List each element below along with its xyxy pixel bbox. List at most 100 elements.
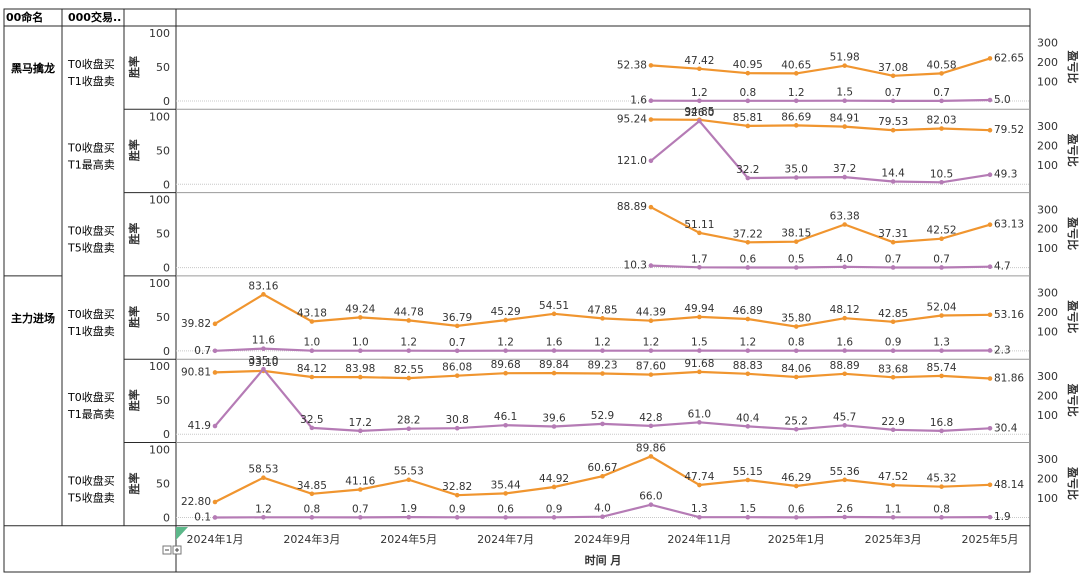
collapse-button[interactable] xyxy=(162,545,172,555)
profit-ratio-point xyxy=(890,98,896,104)
profit-ratio-data-label: 22.9 xyxy=(881,416,904,428)
profit-ratio-data-label: 1.3 xyxy=(933,337,950,349)
profit-ratio-point xyxy=(939,179,944,185)
strategy-label: T1收盘卖 xyxy=(67,324,115,338)
profit-ratio-point xyxy=(939,98,944,104)
profit-ratio-point xyxy=(987,264,993,269)
win-rate-point xyxy=(939,126,944,131)
win-rate-point xyxy=(358,315,363,320)
profit-ratio-data-label: 0.5 xyxy=(788,254,805,266)
profit-ratio-point xyxy=(939,515,944,520)
profit-ratio-data-label: 335.0 xyxy=(248,355,278,367)
strategy-label: T5收盘卖 xyxy=(67,241,115,255)
profit-ratio-point xyxy=(406,426,412,432)
win-rate-point xyxy=(406,375,412,381)
win-rate-data-label: 46.89 xyxy=(733,305,763,317)
profit-ratio-data-label: 32.2 xyxy=(736,164,759,176)
profit-ratio-point xyxy=(648,423,654,429)
group-label: 主力进场 xyxy=(11,311,55,325)
profit-ratio-point xyxy=(358,348,363,354)
win-rate-data-label: 52.38 xyxy=(617,59,647,71)
win-rate-data-label: 46.29 xyxy=(781,472,811,484)
win-rate-point xyxy=(551,370,557,376)
win-rate-data-label: 36.79 xyxy=(442,312,472,324)
right-axis-title: 盈亏比 xyxy=(1066,216,1080,250)
win-rate-data-label: 35.80 xyxy=(781,313,811,325)
strategy-label: T0收盘买 xyxy=(67,224,115,238)
profit-ratio-point xyxy=(745,514,751,520)
left-tick-label: 100 xyxy=(149,444,170,457)
profit-ratio-data-label: 25.2 xyxy=(785,415,808,427)
win-rate-data-label: 32.82 xyxy=(442,481,472,493)
win-rate-data-label: 89.86 xyxy=(636,442,666,454)
strategy-label: T0收盘买 xyxy=(67,57,115,71)
win-rate-data-label: 52.04 xyxy=(927,302,957,314)
win-rate-point xyxy=(697,66,702,72)
profit-ratio-point xyxy=(261,366,266,372)
win-rate-point xyxy=(358,374,363,380)
profit-ratio-point xyxy=(939,265,944,270)
expand-button[interactable] xyxy=(172,545,182,555)
win-rate-point xyxy=(842,63,847,68)
profit-ratio-data-label: 14.4 xyxy=(881,168,905,180)
win-rate-point xyxy=(697,314,702,320)
profit-ratio-point xyxy=(793,427,799,432)
win-rate-point xyxy=(261,475,266,480)
right-tick-label: 100 xyxy=(1037,409,1058,422)
win-rate-point xyxy=(648,117,654,122)
x-tick-label: 2025年3月 xyxy=(865,532,922,546)
win-rate-point xyxy=(212,499,218,505)
profit-ratio-point xyxy=(212,348,218,354)
win-rate-data-label: 90.81 xyxy=(181,366,211,378)
profit-ratio-data-label: 0.9 xyxy=(449,503,466,515)
profit-ratio-point xyxy=(745,175,751,181)
left-axis-title: 胜率 xyxy=(127,139,141,162)
left-tick-label: 50 xyxy=(156,144,170,157)
win-rate-data-label: 22.80 xyxy=(181,496,211,508)
profit-ratio-data-label: 1.5 xyxy=(739,503,756,515)
profit-ratio-data-label: 35.0 xyxy=(785,164,808,176)
win-rate-point xyxy=(987,376,993,381)
profit-ratio-data-label: 1.6 xyxy=(630,95,647,107)
profit-ratio-data-label: 41.9 xyxy=(188,420,211,432)
profit-ratio-data-label: 42.8 xyxy=(639,412,662,424)
win-rate-data-label: 88.89 xyxy=(617,201,647,213)
win-rate-data-label: 51.11 xyxy=(684,219,714,231)
win-rate-point xyxy=(890,319,896,325)
win-rate-data-label: 47.52 xyxy=(878,471,908,483)
profit-ratio-point xyxy=(503,348,508,353)
win-rate-point xyxy=(406,318,412,323)
win-rate-data-label: 83.98 xyxy=(345,363,375,375)
profit-ratio-point xyxy=(842,264,847,270)
profit-ratio-point xyxy=(697,348,702,353)
profit-ratio-data-label: 0.7 xyxy=(352,503,369,515)
win-rate-data-label: 40.65 xyxy=(781,59,811,71)
profit-ratio-point xyxy=(793,98,799,104)
win-rate-point xyxy=(648,318,654,324)
win-rate-point xyxy=(890,73,896,79)
right-tick-label: 300 xyxy=(1037,370,1058,383)
profit-ratio-data-label: 5.0 xyxy=(994,94,1011,106)
right-tick-label: 100 xyxy=(1037,242,1058,255)
left-tick-label: 0 xyxy=(163,95,170,108)
win-rate-point xyxy=(745,70,751,76)
win-rate-data-label: 35.44 xyxy=(491,479,521,491)
left-tick-label: 0 xyxy=(163,262,170,275)
win-rate-data-label: 88.89 xyxy=(830,360,860,372)
win-rate-data-label: 62.65 xyxy=(994,52,1024,64)
x-tick-label: 2024年9月 xyxy=(574,532,631,546)
win-rate-point xyxy=(551,311,557,317)
win-rate-data-label: 37.22 xyxy=(733,228,763,240)
win-rate-data-label: 48.12 xyxy=(830,304,860,316)
profit-ratio-point xyxy=(648,158,654,164)
header-name: 00命名 xyxy=(6,10,43,24)
win-rate-data-label: 53.16 xyxy=(994,309,1024,321)
left-axis-title: 胜率 xyxy=(127,223,141,246)
right-axis-title: 盈亏比 xyxy=(1066,133,1080,167)
x-tick-label: 2024年7月 xyxy=(477,532,534,546)
win-rate-point xyxy=(842,222,847,227)
profit-ratio-data-label: 1.2 xyxy=(255,503,272,515)
left-axis-title: 胜率 xyxy=(127,389,141,412)
